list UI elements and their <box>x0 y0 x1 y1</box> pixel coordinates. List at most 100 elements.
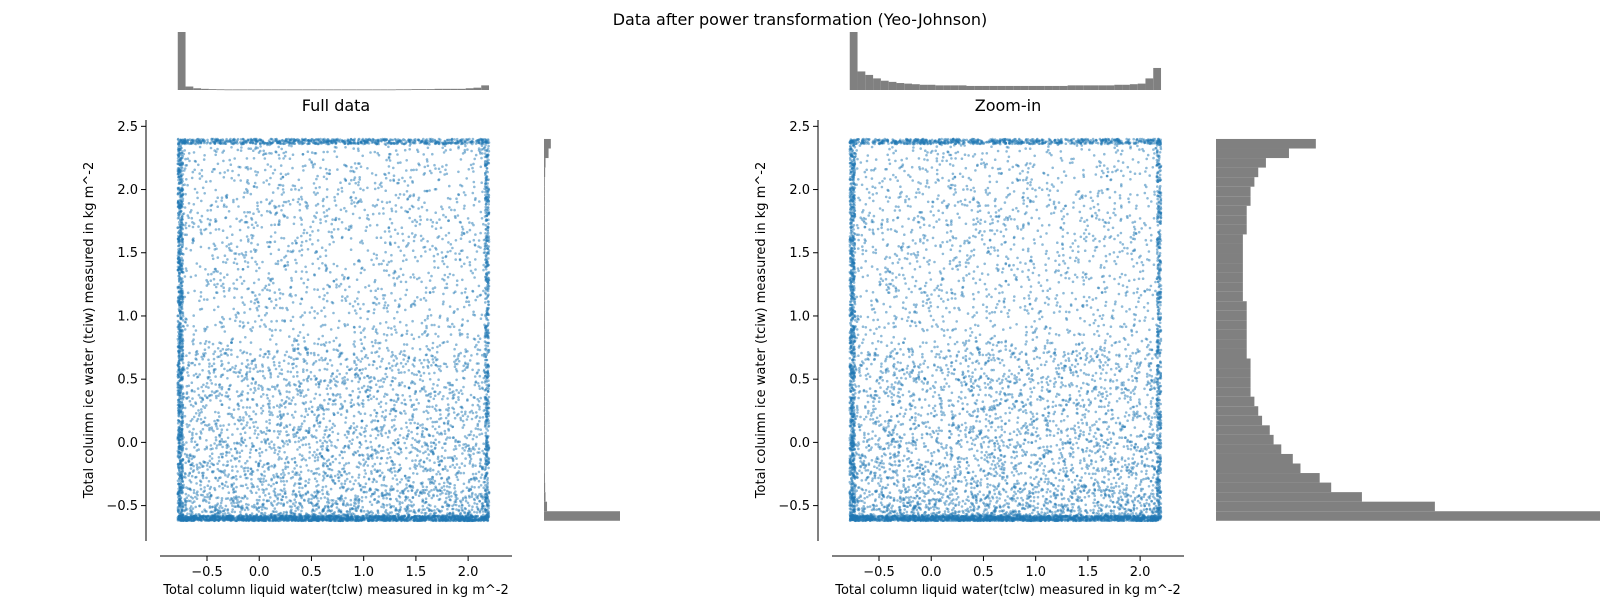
scatter-point <box>457 354 460 358</box>
scatter-point <box>221 445 224 449</box>
scatter-point <box>375 236 379 239</box>
scatter-point <box>443 429 447 433</box>
scatter-point <box>222 176 226 179</box>
scatter-point <box>228 248 232 252</box>
scatter-point <box>279 292 282 295</box>
scatter-point <box>374 173 378 177</box>
scatter-point <box>428 459 432 462</box>
scatter-point <box>332 377 336 381</box>
scatter-point <box>395 509 398 512</box>
scatter-point <box>454 239 458 242</box>
scatter-point <box>217 394 220 398</box>
scatter-point <box>332 228 336 231</box>
scatter-point <box>437 335 440 338</box>
scatter-point <box>297 188 301 192</box>
scatter-point <box>316 414 320 418</box>
scatter-point <box>247 363 250 366</box>
scatter-point <box>373 308 376 311</box>
scatter-point <box>392 174 396 177</box>
scatter-point <box>333 150 336 153</box>
scatter-point <box>474 442 478 446</box>
scatter-point <box>192 405 195 408</box>
scatter-point <box>476 494 480 498</box>
scatter-point <box>470 417 474 421</box>
histogram-bar <box>216 89 225 91</box>
scatter-point <box>272 476 276 479</box>
scatter-point <box>196 493 199 497</box>
histogram-bar <box>185 86 194 90</box>
scatter-point <box>478 451 481 454</box>
scatter-point <box>325 177 329 181</box>
scatter-point <box>451 322 454 326</box>
scatter-point <box>326 362 329 366</box>
scatter-point <box>460 324 464 328</box>
scatter-point <box>234 313 238 317</box>
scatter-point <box>273 451 276 455</box>
scatter-point <box>460 233 464 237</box>
scatter-point <box>418 370 421 374</box>
scatter-point <box>259 145 262 148</box>
scatter-point <box>237 404 241 408</box>
scatter-point <box>215 446 218 450</box>
scatter-point <box>462 191 466 194</box>
scatter-point <box>292 428 295 432</box>
scatter-point <box>369 151 372 154</box>
scatter-point <box>444 467 447 471</box>
scatter-point <box>256 171 260 174</box>
scatter-point <box>292 375 295 378</box>
scatter-point <box>311 502 314 506</box>
scatter-point <box>458 334 462 337</box>
scatter-point <box>372 477 376 481</box>
scatter-point <box>286 370 290 373</box>
scatter-point <box>205 476 208 480</box>
scatter-point <box>397 397 400 400</box>
scatter-point <box>261 465 265 469</box>
histogram-bar <box>263 89 272 91</box>
scatter-point <box>218 415 221 418</box>
scatter-point <box>282 265 286 268</box>
scatter-point <box>478 416 482 419</box>
scatter-point <box>347 311 351 315</box>
scatter-point <box>385 333 389 337</box>
scatter-point <box>348 285 351 289</box>
scatter-point <box>415 373 419 377</box>
scatter-point <box>227 210 231 213</box>
scatter-point <box>252 185 256 188</box>
scatter-point <box>479 165 483 169</box>
scatter-point <box>279 488 283 492</box>
histogram-bar <box>395 89 404 91</box>
scatter-point <box>220 199 223 202</box>
scatter-point <box>181 361 185 365</box>
scatter-point <box>295 261 298 265</box>
scatter-point <box>310 306 314 309</box>
scatter-point <box>272 281 275 285</box>
scatter-point <box>354 502 357 505</box>
scatter-point <box>379 236 383 239</box>
scatter-point <box>345 372 349 375</box>
scatter-point <box>464 445 468 449</box>
scatter-point <box>431 341 435 345</box>
scatter-point <box>292 435 296 439</box>
scatter-point <box>205 464 209 467</box>
scatter-point <box>420 388 424 391</box>
scatter-point <box>426 240 429 243</box>
scatter-point <box>313 152 317 155</box>
scatter-point <box>459 351 463 355</box>
scatter-point <box>275 510 278 513</box>
scatter-point <box>458 258 462 261</box>
scatter-point <box>453 347 456 351</box>
scatter-point <box>359 433 363 437</box>
scatter-point <box>462 305 466 309</box>
scatter-point <box>369 434 372 438</box>
scatter-point <box>216 196 219 199</box>
scatter-point <box>258 498 261 502</box>
scatter-point <box>344 496 347 500</box>
scatter-point <box>310 161 314 165</box>
scatter-point <box>249 167 253 170</box>
scatter-point <box>338 284 341 288</box>
scatter-point <box>393 299 397 302</box>
scatter-point <box>471 166 474 170</box>
scatter-point <box>397 446 401 450</box>
scatter-point <box>390 425 394 429</box>
scatter-point <box>334 457 338 461</box>
